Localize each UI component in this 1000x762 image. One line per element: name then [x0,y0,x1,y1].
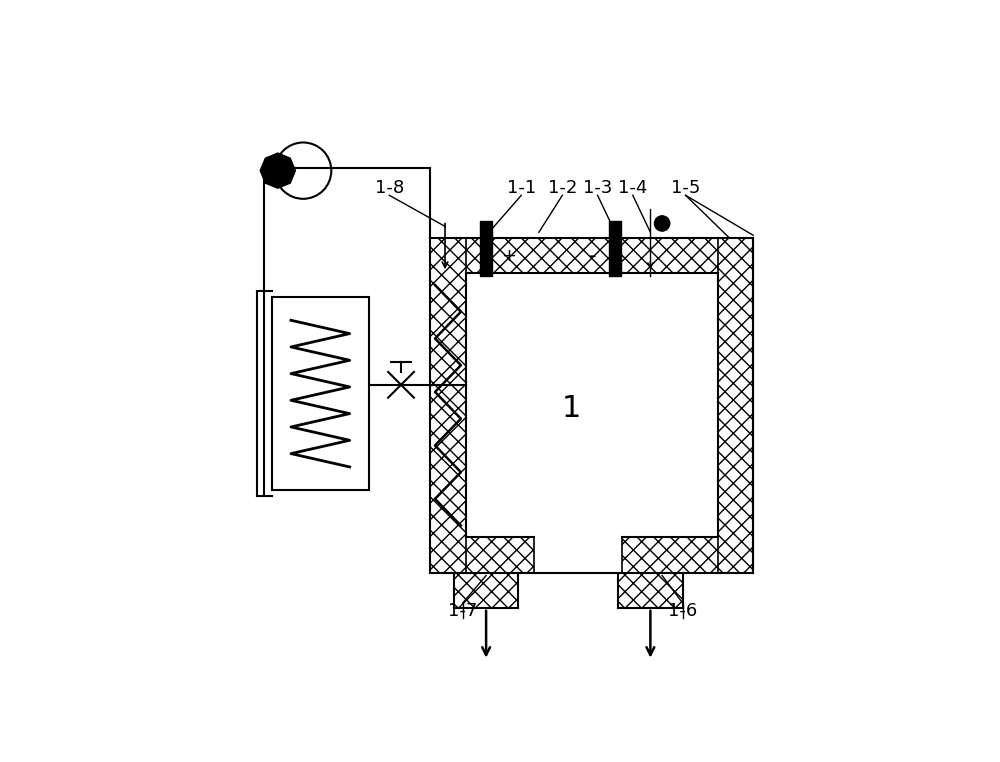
Bar [454,572,518,608]
Text: -: - [589,245,597,266]
Bar [430,238,466,572]
Bar [609,220,621,277]
Text: 1-2: 1-2 [548,179,577,197]
Bar [622,537,753,572]
Text: 1-6: 1-6 [668,602,697,620]
Bar [466,274,718,537]
Text: +: + [501,247,516,264]
Bar [718,238,753,572]
Text: 1: 1 [561,394,581,423]
Bar [430,537,534,572]
Text: 1-8: 1-8 [375,179,404,197]
Text: 1-7: 1-7 [448,602,477,620]
Text: 1-4: 1-4 [618,179,647,197]
Bar [618,572,683,608]
Polygon shape [260,153,295,188]
Text: 1-5: 1-5 [671,179,700,197]
Bar [480,220,492,277]
Text: 1-1: 1-1 [507,179,536,197]
Circle shape [654,216,670,231]
Text: 1-3: 1-3 [583,179,612,197]
Bar [272,296,369,491]
Bar [430,238,753,274]
